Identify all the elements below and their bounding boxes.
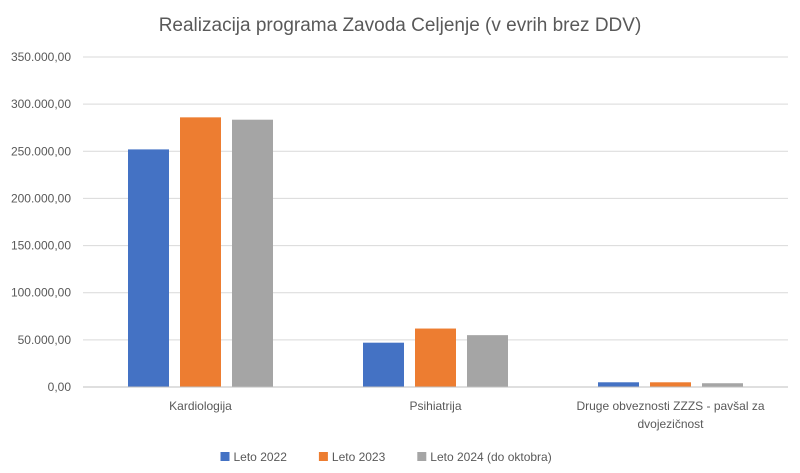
x-axis-category-labels: Kardiologija Psihiatrija Druge obveznosti …	[169, 399, 765, 431]
bar	[180, 117, 221, 387]
bar	[415, 328, 456, 387]
legend-label: Leto 2022	[234, 450, 288, 464]
bar	[467, 335, 508, 387]
bar	[702, 383, 743, 387]
y-tick-label: 150.000,00	[11, 239, 71, 253]
y-axis-tick-labels: 0,00 50.000,00 100.000,00 150.000,00 200.000…	[11, 50, 71, 394]
y-tick-label: 350.000,00	[11, 50, 71, 64]
y-tick-label: 100.000,00	[11, 286, 71, 300]
bars	[128, 117, 743, 387]
legend-label: Leto 2023	[332, 450, 386, 464]
legend-swatch	[318, 452, 328, 461]
legend-label: Leto 2024 (do oktobra)	[430, 450, 551, 464]
bar	[363, 342, 404, 387]
bar	[598, 382, 639, 387]
chart-title: Realizacija programa Zavoda Celjenje (v …	[159, 15, 642, 36]
x-category-label: Psihiatrija	[409, 399, 461, 413]
legend: Leto 2022 Leto 2023 Leto 2024 (do oktobra)	[220, 450, 552, 464]
bar	[128, 149, 169, 387]
legend-swatch	[417, 452, 427, 461]
x-category-label: Druge obveznosti ZZZS - pavšal za dvojezi…	[576, 399, 764, 431]
y-tick-label: 200.000,00	[11, 191, 71, 205]
y-tick-label: 300.000,00	[11, 97, 71, 111]
y-tick-label: 0,00	[48, 380, 72, 394]
x-category-label: Kardiologija	[169, 399, 232, 413]
bar	[232, 119, 273, 387]
legend-swatch	[220, 452, 230, 461]
y-tick-label: 250.000,00	[11, 144, 71, 158]
y-tick-label: 50.000,00	[18, 333, 72, 347]
bar	[650, 382, 691, 387]
